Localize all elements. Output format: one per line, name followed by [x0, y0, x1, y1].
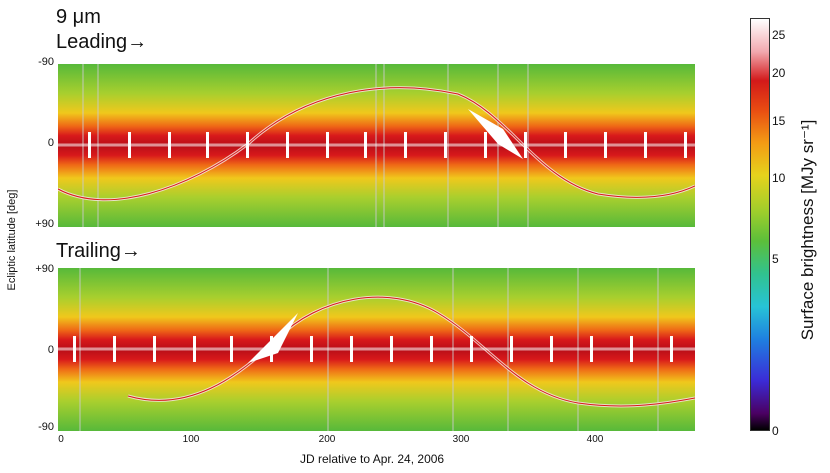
cbar-tick-25: 25: [772, 28, 786, 42]
galactic-crossing: [468, 109, 523, 159]
cbar-tick-0: 0: [772, 424, 779, 438]
galactic-plane-edge: [58, 87, 695, 201]
xtick-2: 100: [182, 434, 200, 445]
xtick-3: 200: [318, 434, 336, 445]
ytick-top-3: +90: [35, 218, 54, 230]
moon-ticks: [88, 132, 687, 158]
y-axis-label: Ecliptic latitude [deg]: [6, 189, 18, 291]
ytick-top-2: 0: [47, 137, 54, 149]
ytick-bottom-3: -90: [38, 421, 54, 433]
colorbar: [750, 18, 770, 431]
trailing-sky-map: [58, 268, 695, 431]
moon-ticks: [73, 336, 673, 362]
trailing-label: Trailing→: [56, 240, 141, 262]
xtick-4: 300: [452, 434, 470, 445]
xtick-1: 0: [58, 434, 64, 445]
colorbar-title: Surface brightness [MJy sr⁻¹]: [798, 119, 817, 341]
leading-label: Leading→: [56, 31, 148, 53]
xtick-5: 400: [586, 434, 604, 445]
wavelength-label: 9 μm: [56, 6, 101, 28]
galactic-plane-edge: [127, 296, 695, 407]
cbar-tick-20: 20: [772, 66, 786, 80]
cbar-tick-10: 10: [772, 171, 786, 185]
ytick-bottom-2: 0: [47, 344, 54, 356]
leading-sky-map: [58, 64, 695, 227]
cbar-tick-15: 15: [772, 114, 786, 128]
cbar-tick-5: 5: [772, 252, 779, 266]
ytick-bottom-1: +90: [35, 263, 54, 275]
ytick-top-1: -90: [38, 56, 54, 68]
x-axis-label: JD relative to Apr. 24, 2006: [300, 452, 445, 466]
